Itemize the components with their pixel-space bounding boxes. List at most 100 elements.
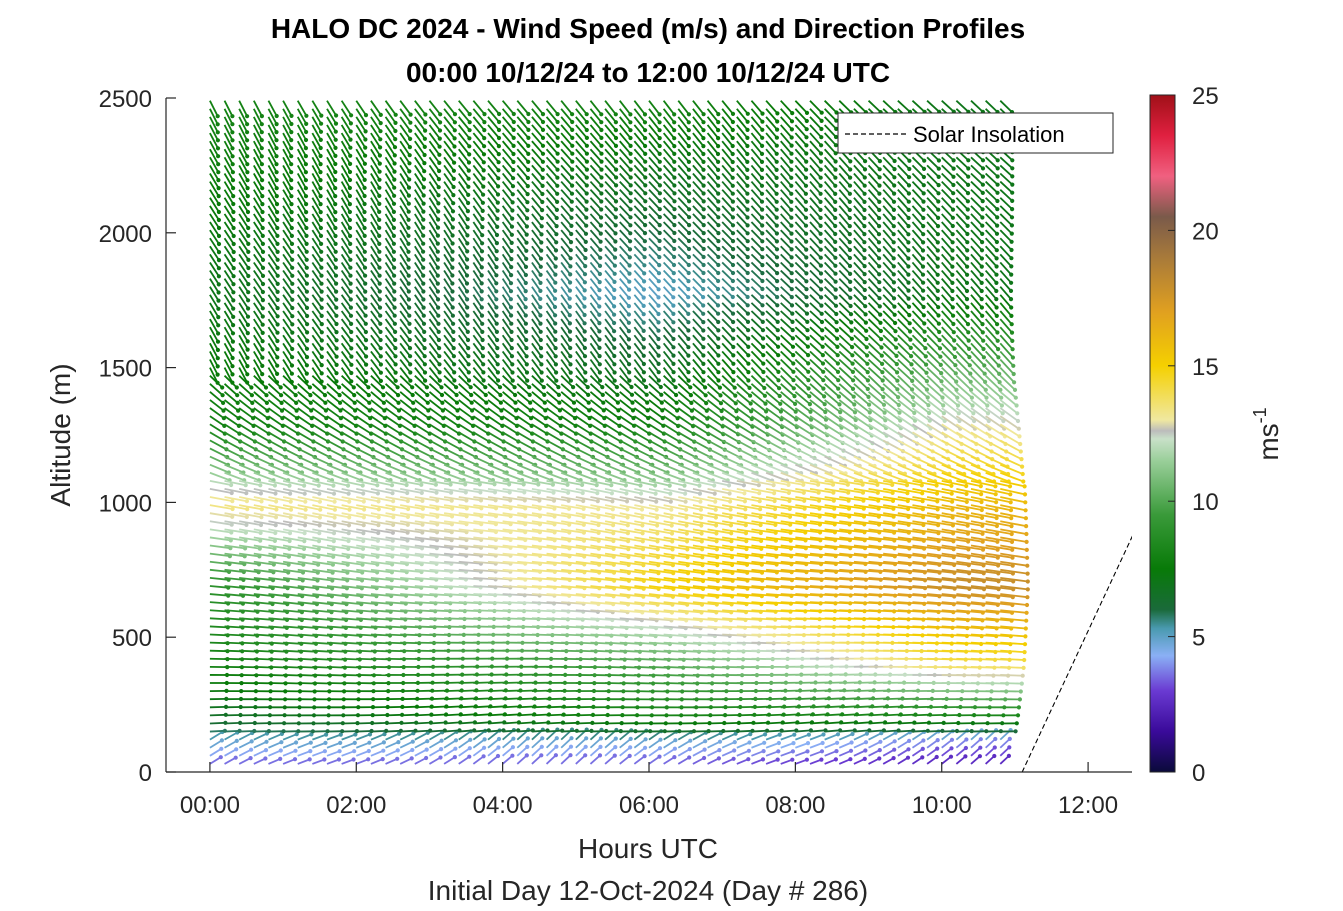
wind-vector [282,302,294,317]
wind-vector-head [346,491,351,496]
wind-vector-head [451,337,456,343]
wind-vector-head [260,281,266,287]
wind-vector [326,318,338,333]
wind-vector [238,173,249,189]
wind-vector [209,253,220,269]
wind-vector [517,536,541,541]
wind-vector-head [624,491,629,496]
wind-vector-head [348,257,353,262]
wind-vector [223,116,234,133]
wind-vector [239,593,258,597]
wind-vector [340,108,352,124]
wind-vector [282,342,293,358]
wind-vector [312,750,326,757]
wind-vector [458,439,476,451]
wind-vector [501,310,513,325]
wind-vector-head [568,753,573,758]
wind-vector-head [554,240,559,245]
wind-vector [472,148,485,163]
wind-vector-head [289,233,294,238]
wind-vector [502,536,526,541]
wind-vector [311,213,322,229]
wind-vector [502,375,516,388]
wind-vector-head [567,329,573,334]
wind-vector [414,757,427,765]
wind-vector-head [420,506,425,511]
wind-vector [487,197,499,212]
wind-vector [414,479,437,486]
wind-vector-head [246,225,251,231]
wind-vector [355,758,369,765]
wind-vector [487,205,499,220]
wind-vector [326,205,337,221]
wind-vector-head [466,378,472,383]
wind-vector-head [260,249,266,254]
wind-vector-head [278,748,283,753]
wind-vector [370,189,381,205]
wind-vector-head [628,112,633,117]
wind-vector [253,617,273,621]
wind-vector-head [216,154,221,159]
wind-vector-head [640,515,645,520]
wind-vector-head [260,314,265,319]
wind-vector [355,253,366,269]
wind-vector-head [362,217,367,223]
wind-vector-head [450,273,455,278]
wind-vector-head [391,522,396,528]
wind-vector [502,512,526,518]
wind-vector-head [289,162,294,167]
wind-vector [472,447,492,458]
wind-vector [517,576,541,581]
wind-vector [444,729,460,733]
wind-vector-head [450,233,455,238]
wind-vector-head [215,130,220,135]
wind-vector [428,350,441,365]
wind-vector [209,237,220,253]
wind-vector-head [584,151,590,156]
wind-vector-head [219,746,224,751]
wind-vector [341,552,363,558]
wind-vector-head [497,111,502,117]
wind-vector-head [348,289,353,294]
wind-vector [414,375,428,388]
wind-vector-head [528,400,533,405]
wind-vector-head [378,370,383,375]
wind-vector-head [482,144,487,149]
wind-vector-head [330,562,335,567]
wind-vector-head [406,281,411,286]
wind-vector [311,278,323,293]
wind-vector-head [260,194,265,199]
wind-vector-head [362,257,367,262]
wind-vector [473,488,496,494]
wind-vector [297,504,321,511]
wind-vector [399,116,411,132]
wind-vector-head [216,266,221,271]
wind-vector-head [599,135,604,140]
wind-vector [487,326,498,341]
wind-vector-head [569,207,574,212]
wind-vector [253,560,274,566]
wind-vector-head [375,546,380,551]
wind-vector-head [348,265,353,270]
wind-vector [501,278,512,292]
wind-vector-head [482,112,487,117]
wind-vector [487,294,498,308]
wind-vector-head [511,168,516,173]
wind-vector-head [437,378,442,383]
wind-vector-head [289,194,294,199]
wind-vector-head [246,233,251,238]
wind-vector [385,749,399,757]
wind-vector-head [348,161,353,166]
wind-vector-head [289,154,294,159]
wind-vector-head [598,239,603,244]
wind-vector [414,585,437,589]
wind-vector-head [421,297,426,302]
wind-vector-head [421,257,426,262]
wind-vector [502,568,526,573]
wind-vector-head [421,273,426,278]
wind-vector [267,415,284,427]
wind-vector-head [435,297,441,302]
wind-vector [239,576,259,581]
wind-vector-head [348,145,353,150]
wind-vector [472,116,485,131]
